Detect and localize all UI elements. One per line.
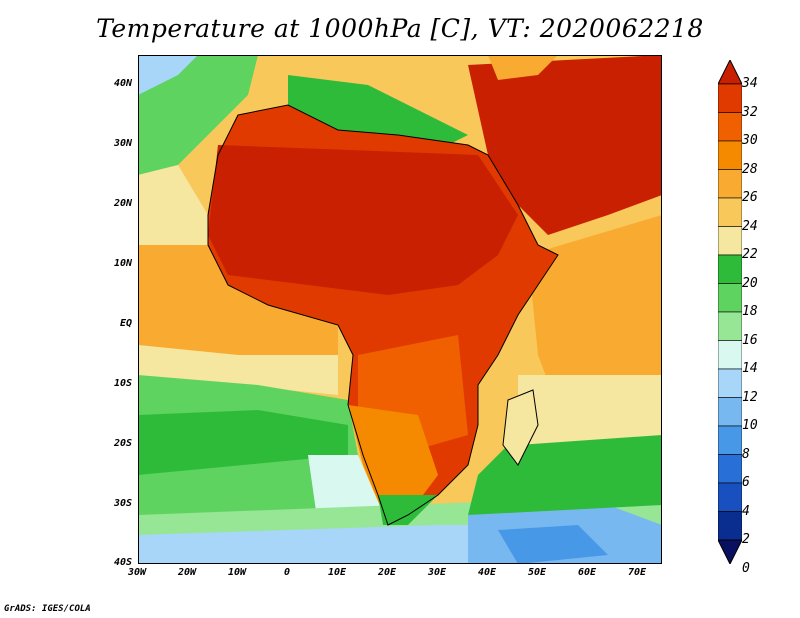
colorbar-box: [718, 254, 742, 284]
lon-tick-label: 20E: [377, 567, 397, 578]
lon-tick-label: 50E: [527, 567, 547, 578]
colorbar-box: [718, 226, 742, 256]
anatolia-zone: [488, 55, 558, 80]
colorbar-box: [718, 197, 742, 227]
south-atlantic-band: [138, 410, 348, 475]
lon-tick-label: 10W: [227, 567, 247, 578]
colorbar-label: 22: [742, 247, 758, 262]
colorbar-box: [718, 397, 742, 427]
sahara-hot-zone: [208, 145, 518, 295]
colorbar-label: 28: [742, 161, 758, 177]
lon-tick-label: 60E: [577, 567, 597, 578]
colorbar-label: 20: [742, 275, 758, 291]
lon-tick-label: 70E: [627, 567, 647, 578]
south-africa-cool-zone: [378, 495, 438, 525]
lat-tick-label: 40S: [113, 557, 132, 568]
arabia-hot-zone: [468, 55, 662, 235]
colorbar-label: 4: [742, 503, 750, 519]
colorbar-box: [718, 368, 742, 398]
madagascar-coastline: [502, 389, 539, 466]
gulf-of-guinea-zone: [138, 245, 338, 355]
colorbar-label: 34: [742, 76, 758, 91]
colorbar-label: 8: [742, 446, 750, 462]
map-title: Temperature at 1000hPa [C], VT: 20200622…: [96, 14, 704, 43]
temperature-map: [138, 55, 662, 564]
lon-tick-label: 20W: [177, 567, 197, 578]
colorbar-box: [718, 311, 742, 341]
lon-tick-label: 30E: [427, 567, 447, 578]
north-atlantic-cold-zone: [138, 55, 198, 95]
lon-tick-label: 40E: [477, 567, 497, 578]
colorbar-label: 18: [742, 304, 758, 319]
colorbar-label: 26: [742, 190, 758, 205]
colorbar-label: 6: [742, 475, 750, 490]
lat-tick-label: 30N: [113, 138, 132, 149]
map-frame: [138, 55, 662, 564]
africa-coastline: [207, 104, 559, 526]
lon-tick-label: 10E: [327, 567, 347, 578]
madagascar: [503, 390, 538, 465]
lat-tick-label: 40N: [113, 78, 132, 89]
colorbar-label: 10: [742, 418, 758, 433]
colorbar-box: [718, 425, 742, 455]
colorbar-label: 30: [742, 133, 758, 148]
colorbar-box: [718, 511, 742, 541]
colorbar-box: [718, 454, 742, 484]
colorbar-label: 0: [742, 560, 750, 576]
lat-tick-label: EQ: [119, 318, 132, 329]
lat-tick-label: 10S: [113, 378, 132, 389]
color-bar: [718, 60, 742, 564]
lon-tick-label: 0: [283, 567, 291, 578]
lon-tick-label: 30W: [127, 567, 147, 578]
colorbar-box: [718, 340, 742, 370]
colorbar-bottom-triangle: [718, 539, 742, 564]
colorbar-box: [718, 169, 742, 199]
colorbar-box: [718, 112, 742, 142]
colorbar-label: 14: [742, 361, 758, 376]
north-atlantic-cool-zone: [138, 55, 258, 175]
colorbar-top-triangle: [718, 60, 742, 85]
credit-text: GrADS: IGES/COLA: [4, 604, 91, 614]
colorbar-label: 2: [742, 532, 750, 547]
lat-tick-label: 10N: [113, 258, 132, 269]
colorbar-box: [718, 83, 742, 113]
southern-ocean-coldest-zone: [498, 525, 608, 564]
colorbar-box: [718, 482, 742, 512]
indian-ocean-mid-zone: [518, 375, 662, 445]
colorbar-box: [718, 140, 742, 170]
lat-tick-label: 20S: [113, 438, 132, 449]
colorbar-label: 16: [742, 332, 758, 348]
colorbar-label: 32: [742, 104, 758, 120]
colorbar-box: [718, 283, 742, 313]
colorbar-label: 12: [742, 389, 758, 405]
canary-current-zone: [138, 165, 208, 245]
colorbar-label: 24: [742, 218, 758, 234]
lat-tick-label: 20N: [113, 198, 132, 209]
lat-tick-label: 30S: [113, 498, 132, 509]
